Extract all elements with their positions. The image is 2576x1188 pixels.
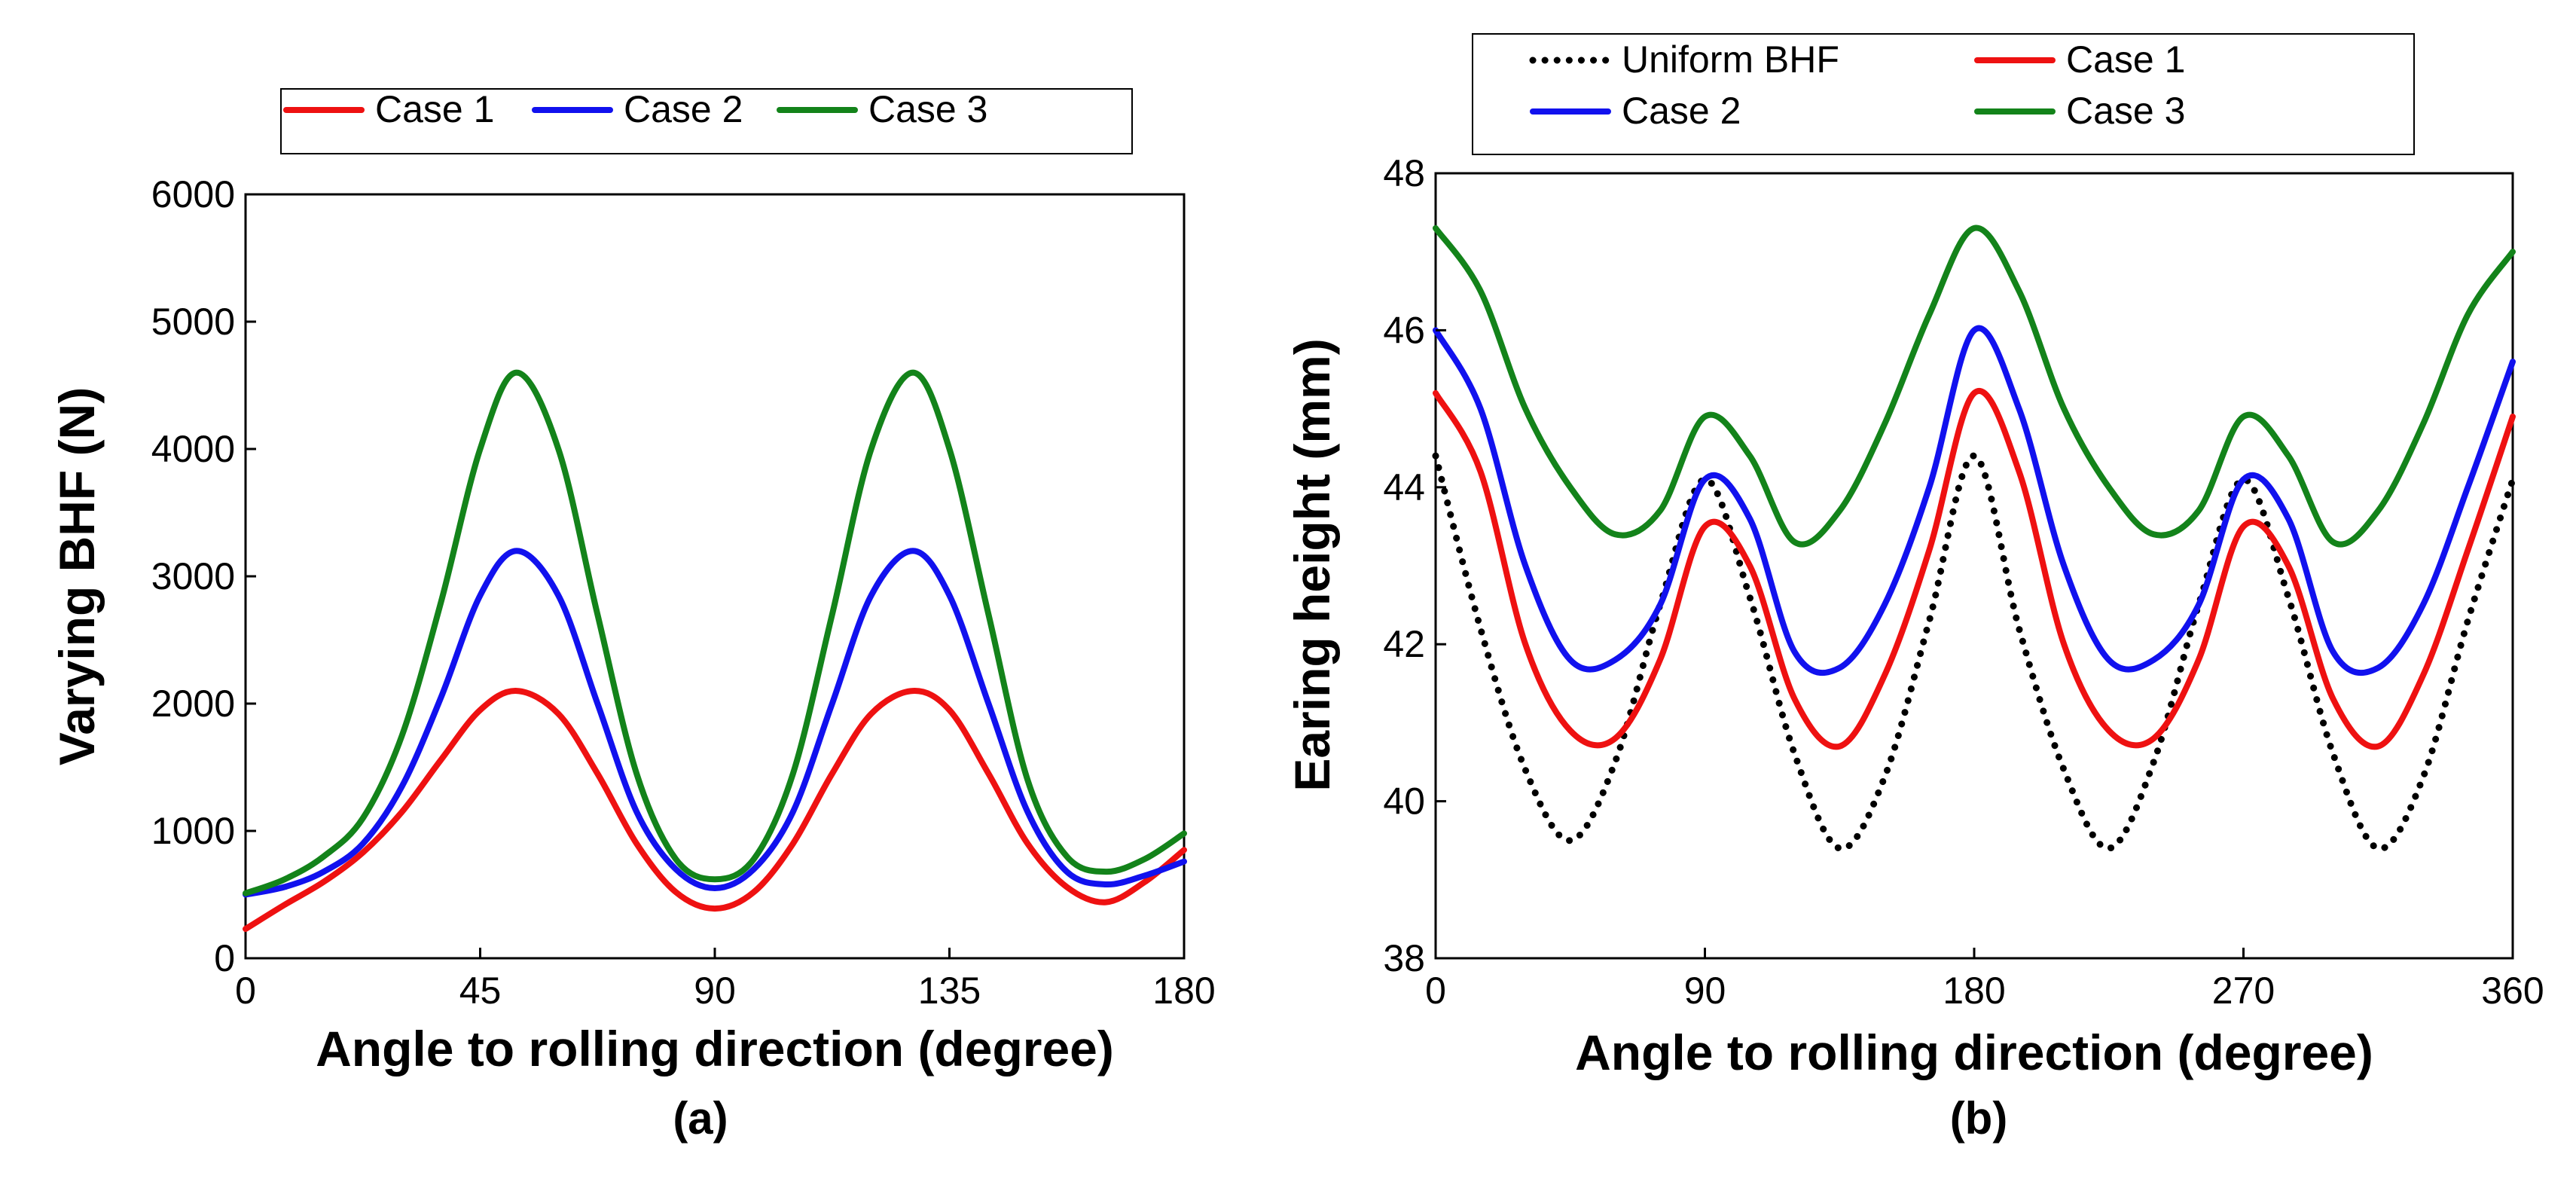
x-tick-label-a: 0 [235,970,256,1012]
series-line-uniform-bhf-b [1432,452,2516,852]
legend-label-case-1-b: Case 1 [2066,38,2185,81]
y-tick-label-b: 44 [1383,466,1425,508]
ticks-group-a: 0 45 90 135 180 0 1000 2000 3000 4000 5000 6000 [151,173,1216,1012]
legend-label-case-3-a: Case 3 [868,88,987,130]
series-line-case-3-b [1433,224,2516,548]
y-axis-label-b: Earing height (mm) [1284,338,1340,791]
x-tick-label-a: 90 [694,970,736,1012]
series-line-case-1-b [1433,388,2516,750]
panel-label-a: (a) [673,1093,728,1144]
x-tick-label-b: 270 [2212,970,2275,1012]
series-group-b [1432,224,2516,852]
panel-b-chart: Uniform BHF Case 1 Case 2 Case 3 0 90 180 270 3… [1284,33,2544,1144]
y-tick-label-b: 40 [1383,780,1425,823]
legend-label-case-1-a: Case 1 [375,88,494,130]
legend-b: Uniform BHF Case 1 Case 2 Case 3 [1472,33,2415,155]
y-tick-label-b: 42 [1383,623,1425,665]
y-tick-label-a: 6000 [151,173,235,215]
x-axis-label-b: Angle to rolling direction (degree) [1575,1025,2373,1080]
y-tick-label-b: 48 [1383,152,1425,194]
legend-label-case-3-b: Case 3 [2066,90,2185,132]
y-tick-label-a: 5000 [151,301,235,343]
series-line-case-2-a [243,548,1187,898]
legend-a: Case 1 Case 2 Case 3 [280,88,1133,154]
y-tick-label-a: 1000 [151,810,235,852]
y-tick-label-b: 38 [1383,937,1425,979]
x-tick-label-b: 180 [1943,970,2005,1012]
y-tick-label-a: 0 [214,937,235,979]
y-axis-label-a: Varying BHF (N) [49,387,105,765]
y-tick-label-a: 2000 [151,683,235,725]
y-tick-label-b: 46 [1383,309,1425,351]
series-line-case-3-a [243,369,1187,896]
legend-label-case-2-b: Case 2 [1622,90,1741,132]
x-tick-label-b: 0 [1425,970,1446,1012]
ticks-group-b: 0 90 180 270 360 38 40 42 44 46 48 [1383,152,2544,1012]
series-group-a [243,369,1187,933]
series-line-case-2-b [1433,325,2516,676]
legend-label-uniform-bhf-b: Uniform BHF [1622,38,1839,81]
panel-a-chart: Case 1 Case 2 Case 3 0 45 90 135 180 0 1000 2000 3… [49,88,1216,1144]
y-tick-label-a: 3000 [151,555,235,597]
y-tick-label-a: 4000 [151,428,235,470]
legend-label-case-2-a: Case 2 [624,88,743,130]
x-tick-label-a: 45 [459,970,502,1012]
series-line-case-1-a [243,688,1187,933]
x-axis-label-a: Angle to rolling direction (degree) [316,1021,1114,1077]
panel-label-b: (b) [1950,1093,2008,1144]
x-tick-label-b: 360 [2481,970,2544,1012]
x-tick-label-a: 135 [918,970,981,1012]
x-tick-label-a: 180 [1152,970,1215,1012]
x-tick-label-b: 90 [1684,970,1726,1012]
